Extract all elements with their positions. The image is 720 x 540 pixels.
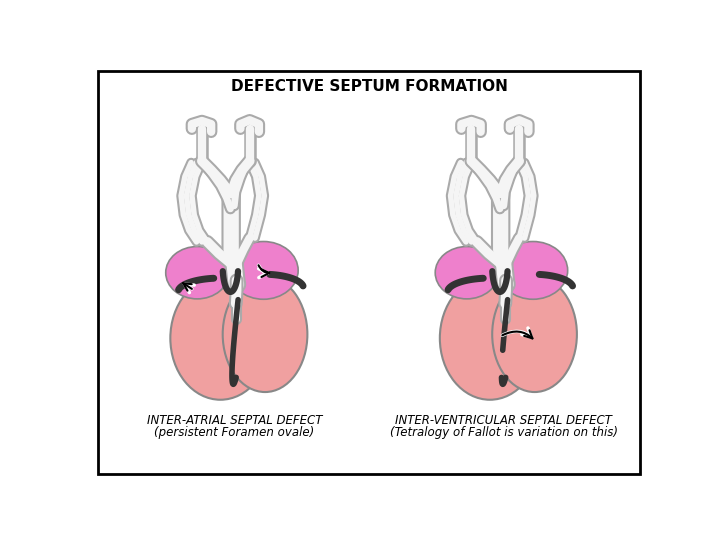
Text: DEFECTIVE SEPTUM FORMATION: DEFECTIVE SEPTUM FORMATION bbox=[230, 79, 508, 94]
Ellipse shape bbox=[222, 276, 307, 392]
Text: (Tetralogy of Fallot is variation on this): (Tetralogy of Fallot is variation on thi… bbox=[390, 427, 618, 440]
Ellipse shape bbox=[440, 276, 540, 400]
Ellipse shape bbox=[166, 247, 229, 299]
Ellipse shape bbox=[435, 247, 498, 299]
Ellipse shape bbox=[171, 276, 271, 400]
Ellipse shape bbox=[492, 276, 577, 392]
Ellipse shape bbox=[498, 241, 567, 299]
Text: INTER-VENTRICULAR SEPTAL DEFECT: INTER-VENTRICULAR SEPTAL DEFECT bbox=[395, 414, 612, 427]
Ellipse shape bbox=[229, 241, 298, 299]
Text: (persistent Foramen ovale): (persistent Foramen ovale) bbox=[154, 427, 315, 440]
Text: INTER-ATRIAL SEPTAL DEFECT: INTER-ATRIAL SEPTAL DEFECT bbox=[147, 414, 322, 427]
